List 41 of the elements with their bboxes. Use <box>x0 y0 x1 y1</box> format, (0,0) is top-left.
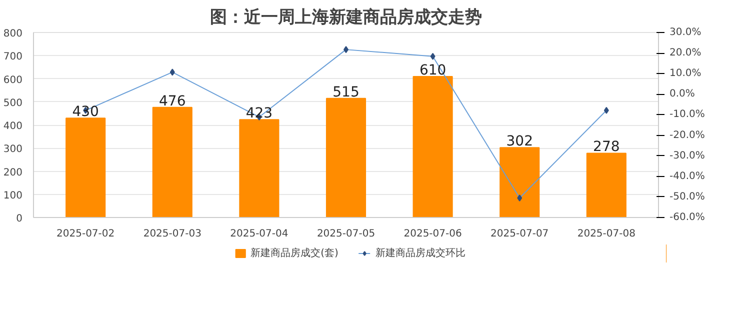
y2-tick-label: 20.0% <box>670 48 702 59</box>
y-tick-label: 200 <box>3 167 23 178</box>
y-tick-label: 800 <box>3 28 23 40</box>
y2-tick-label: -30.0% <box>670 150 705 162</box>
x-tick-label: 2025-07-05 <box>316 228 376 240</box>
data-label: 476 <box>159 93 186 110</box>
chart-title: 图：近一周上海新建商品房成交走势 <box>210 8 482 28</box>
x-tick-label: 2025-07-04 <box>230 228 288 240</box>
y2-tick-label: -20.0% <box>670 130 705 141</box>
legend-label: 新建商品房成交环比 <box>375 246 466 260</box>
y-tick-label: 300 <box>3 144 23 156</box>
x-tick-label: 2025-07-03 <box>143 228 202 240</box>
y-tick-label: 700 <box>3 52 23 63</box>
bar <box>66 118 106 218</box>
x-tick-label: 2025-07-08 <box>577 228 636 240</box>
bar <box>412 76 453 218</box>
y2-tick-label: -60.0% <box>670 212 705 223</box>
bar <box>500 147 540 218</box>
y-tick-label: 600 <box>3 74 23 86</box>
data-label: 278 <box>593 139 620 156</box>
x-tick-label: 2025-07-06 <box>404 228 462 240</box>
bar <box>239 119 280 218</box>
y2-tick-label: 10.0% <box>670 68 702 80</box>
y2-tick-label: -10.0% <box>670 109 705 120</box>
y2-tick-label: 0.0% <box>670 88 695 100</box>
y2-tick-label: 30.0% <box>670 27 702 38</box>
bar <box>586 152 626 218</box>
data-label: 430 <box>72 104 99 120</box>
y-tick-label: 100 <box>3 190 23 202</box>
x-tick-label: 2025-07-07 <box>490 228 549 240</box>
bar <box>152 106 192 218</box>
y2-tick-label: -50.0% <box>670 191 705 202</box>
data-label: 302 <box>506 134 533 150</box>
y-tick-label: 0 <box>16 214 23 224</box>
y-tick-label: 400 <box>3 121 23 132</box>
y-tick-label: 500 <box>3 98 23 109</box>
legend-label: 新建商品房成交(套) <box>250 246 338 260</box>
y2-tick-label: -40.0% <box>670 170 705 182</box>
x-tick-label: 2025-07-02 <box>56 228 115 240</box>
data-label: 515 <box>332 84 360 100</box>
bar <box>326 98 366 218</box>
